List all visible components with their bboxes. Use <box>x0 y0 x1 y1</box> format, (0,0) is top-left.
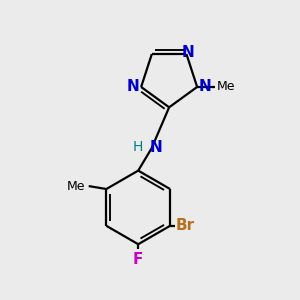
Text: N: N <box>182 45 194 60</box>
Text: Me: Me <box>67 180 86 193</box>
Text: Me: Me <box>216 80 235 94</box>
Text: Br: Br <box>176 218 195 233</box>
Text: H: H <box>133 140 143 154</box>
Text: N: N <box>150 140 163 154</box>
Text: F: F <box>133 252 143 267</box>
Text: N: N <box>127 80 140 94</box>
Text: N: N <box>199 80 212 94</box>
